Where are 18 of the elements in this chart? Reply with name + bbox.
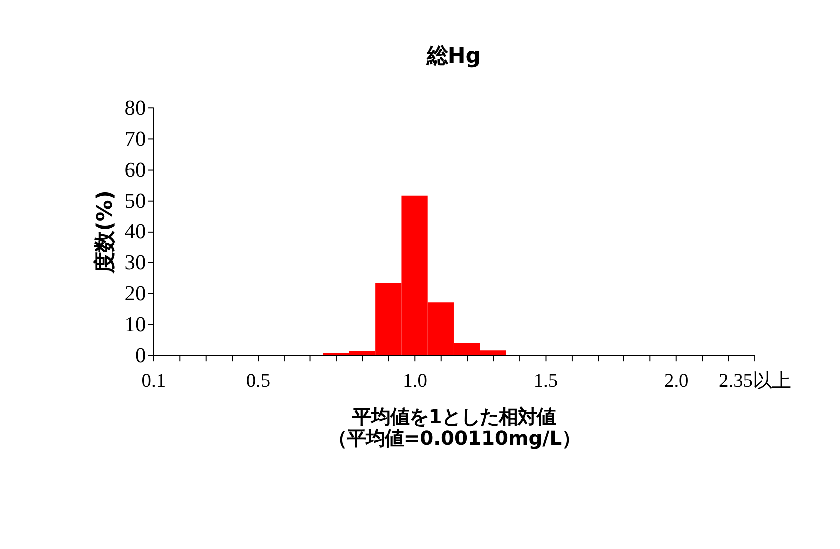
- y-tick-label: 60: [124, 158, 146, 182]
- x-tick-label: 1.0: [403, 370, 428, 392]
- x-tick-label: 2.35以上: [719, 370, 792, 392]
- y-tick-label: 50: [124, 188, 146, 213]
- y-axis-title: 度数(%): [93, 190, 118, 274]
- y-tick-label: 20: [124, 282, 146, 306]
- x-tick-label: 0.5: [246, 370, 271, 392]
- y-tick-label: 80: [124, 96, 146, 120]
- y-tick-label: 70: [124, 126, 146, 151]
- y-tick-label: 40: [124, 220, 146, 244]
- x-axis-title: 平均値を1とした相対値（平均値=0.00110mg/L）: [328, 406, 582, 450]
- chart-title: 総Hg: [426, 44, 482, 69]
- y-tick-label: 30: [124, 250, 146, 275]
- y-tick-label: 10: [124, 312, 146, 337]
- x-tick-label: 0.1: [142, 370, 166, 392]
- x-tick-label: 1.5: [534, 370, 558, 392]
- x-tick-label: 2.0: [664, 370, 689, 392]
- y-tick-label: 0: [135, 344, 146, 368]
